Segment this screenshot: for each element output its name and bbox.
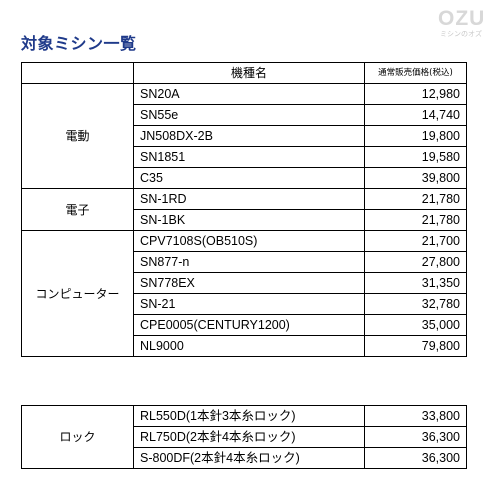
model-cell: RL550D(1本針3本糸ロック) <box>133 405 365 427</box>
price-cell: 39,800 <box>364 167 467 189</box>
price-cell: 36,300 <box>364 426 467 448</box>
table-row: CPE0005(CENTURY1200) 35,000 <box>22 314 467 336</box>
model-cell: SN-21 <box>133 293 365 315</box>
model-cell: SN778EX <box>133 272 365 294</box>
model-cell: S-800DF(2本針4本糸ロック) <box>133 447 365 469</box>
price-cell: 33,800 <box>364 405 467 427</box>
model-cell: RL750D(2本針4本糸ロック) <box>133 426 365 448</box>
price-cell: 27,800 <box>364 251 467 273</box>
price-cell: 79,800 <box>364 335 467 357</box>
table-row: SN1851 19,580 <box>22 146 467 168</box>
category-cell: コンピューター <box>21 230 134 357</box>
price-cell: 19,800 <box>364 125 467 147</box>
price-cell: 32,780 <box>364 293 467 315</box>
table-row: ロック RL550D(1本針3本糸ロック) 33,800 <box>21 405 467 469</box>
table-row: SN-21 32,780 <box>22 293 467 315</box>
model-cell: NL9000 <box>133 335 365 357</box>
category-cell: 電子 <box>21 188 134 231</box>
price-cell: 21,780 <box>364 209 467 231</box>
table-header-row: 機種名 通常販売価格(税込) <box>21 62 467 84</box>
header-model: 機種名 <box>133 62 365 84</box>
price-cell: 35,000 <box>364 314 467 336</box>
model-cell: SN-1RD <box>133 188 365 210</box>
price-cell: 36,300 <box>364 447 467 469</box>
table-row: 電子 SN-1RD 21,780 <box>21 188 467 231</box>
ozu-logo: OZU ミシンのオズ <box>438 7 486 39</box>
table-row: SN778EX 31,350 <box>22 272 467 294</box>
price-cell: 21,780 <box>364 188 467 210</box>
model-cell: JN508DX-2B <box>133 125 365 147</box>
header-category <box>21 62 134 84</box>
model-cell: SN877-n <box>133 251 365 273</box>
sewing-machine-table: 機種名 通常販売価格(税込) 電動 SN20A 12,980 SN55e 14,740 J… <box>21 62 467 357</box>
price-cell: 14,740 <box>364 104 467 126</box>
table-row: RL750D(2本針4本糸ロック) 36,300 <box>22 426 467 448</box>
price-cell: 31,350 <box>364 272 467 294</box>
model-cell: SN-1BK <box>133 209 365 231</box>
page-title: 対象ミシン一覧 <box>21 34 137 53</box>
table-row: S-800DF(2本針4本糸ロック) 36,300 <box>22 447 467 469</box>
header-price: 通常販売価格(税込) <box>364 62 467 84</box>
model-cell: CPV7108S(OB510S) <box>133 230 365 252</box>
model-cell: SN1851 <box>133 146 365 168</box>
lock-machine-table: ロック RL550D(1本針3本糸ロック) 33,800 RL750D(2本針4本糸ロ… <box>21 405 467 469</box>
price-cell: 19,580 <box>364 146 467 168</box>
model-cell: SN55e <box>133 104 365 126</box>
category-cell: ロック <box>21 405 134 469</box>
table-row: SN-1BK 21,780 <box>22 209 467 231</box>
category-cell: 電動 <box>21 83 134 189</box>
table-row: コンピューター CPV7108S(OB510S) 21,700 <box>21 230 467 357</box>
price-cell: 21,700 <box>364 230 467 252</box>
model-cell: C35 <box>133 167 365 189</box>
price-cell: 12,980 <box>364 83 467 105</box>
logo-tagline: ミシンのオズ <box>440 30 482 38</box>
model-cell: SN20A <box>133 83 365 105</box>
logo-wordmark: OZU <box>438 7 486 30</box>
table-row: NL9000 79,800 <box>22 335 467 357</box>
model-cell: CPE0005(CENTURY1200) <box>133 314 365 336</box>
table-row: 電動 SN20A 12,980 <box>21 83 467 189</box>
